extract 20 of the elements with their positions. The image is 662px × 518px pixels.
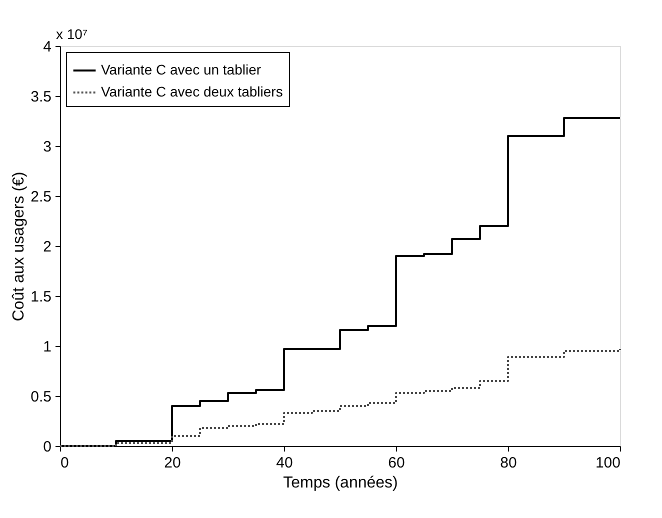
legend-label: Variante C avec un tablier [101, 62, 262, 78]
y-tick-label: 1.5 [30, 288, 52, 306]
y-tick-label: 3.5 [30, 88, 52, 106]
text: x 10⁷ [56, 26, 88, 42]
y-tick-label: 0.5 [30, 388, 52, 406]
x-tick-label: 60 [388, 454, 405, 472]
y-tick-label: 1 [43, 338, 52, 356]
x-tick-label: 20 [164, 454, 181, 472]
x-tick-label: 80 [500, 454, 517, 472]
y-tick-label: 4 [43, 38, 52, 56]
y-axis-title: Coût aux usagers (€) [10, 172, 28, 322]
legend-label: Variante C avec deux tabliers [101, 84, 283, 100]
y-tick-label: 3 [43, 138, 52, 156]
x-tick-label: 100 [595, 454, 620, 472]
x-axis-title: Temps (années) [283, 474, 398, 492]
y-tick-label: 2.5 [30, 188, 52, 206]
x-tick-label: 0 [60, 454, 69, 472]
y-tick-label: 2 [43, 238, 52, 256]
x-tick-label: 40 [276, 454, 293, 472]
y-tick-label: 0 [43, 438, 52, 456]
